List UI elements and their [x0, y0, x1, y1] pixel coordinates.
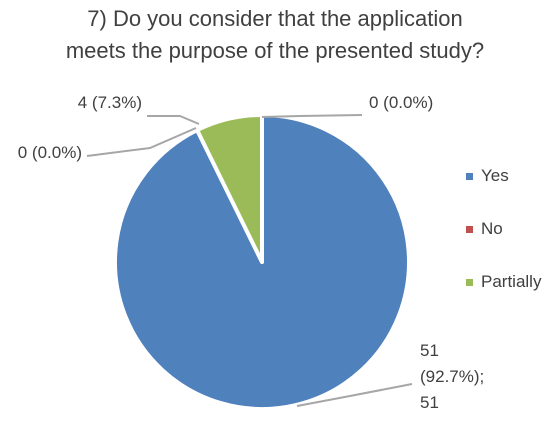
leader-line-0 [296, 383, 413, 407]
legend-item-partially: Partially [466, 272, 541, 292]
chart-title-line-2: meets the purpose of the presented study… [65, 38, 485, 63]
data-label-2-line-0: 4 (7.3%) [78, 93, 142, 112]
data-label-0-line-2: 51 [420, 393, 439, 412]
data-label-0-line-0: 51 [420, 341, 439, 360]
leader-line-2 [147, 115, 200, 125]
data-label-0-line-1: (92.7%); [420, 367, 484, 386]
legend-label-yes: Yes [481, 166, 509, 185]
leader-line-1 [86, 127, 197, 157]
legend-label-no: No [481, 219, 503, 238]
data-label-1-line-0: 0 (0.0%) [18, 143, 82, 162]
legend-item-no: No [466, 219, 503, 239]
legend-swatch-partially [466, 279, 473, 287]
leader-line-3 [261, 114, 363, 118]
data-label-3-line-0: 0 (0.0%) [369, 93, 433, 112]
pie-slice-partially [195, 113, 264, 264]
legend-swatch-no [466, 226, 473, 234]
chart-title-line-1: 7) Do you consider that the application [87, 6, 463, 31]
legend-label-partially: Partially [481, 272, 542, 291]
legend-swatch-yes [466, 173, 473, 181]
legend-item-yes: Yes [466, 166, 509, 186]
